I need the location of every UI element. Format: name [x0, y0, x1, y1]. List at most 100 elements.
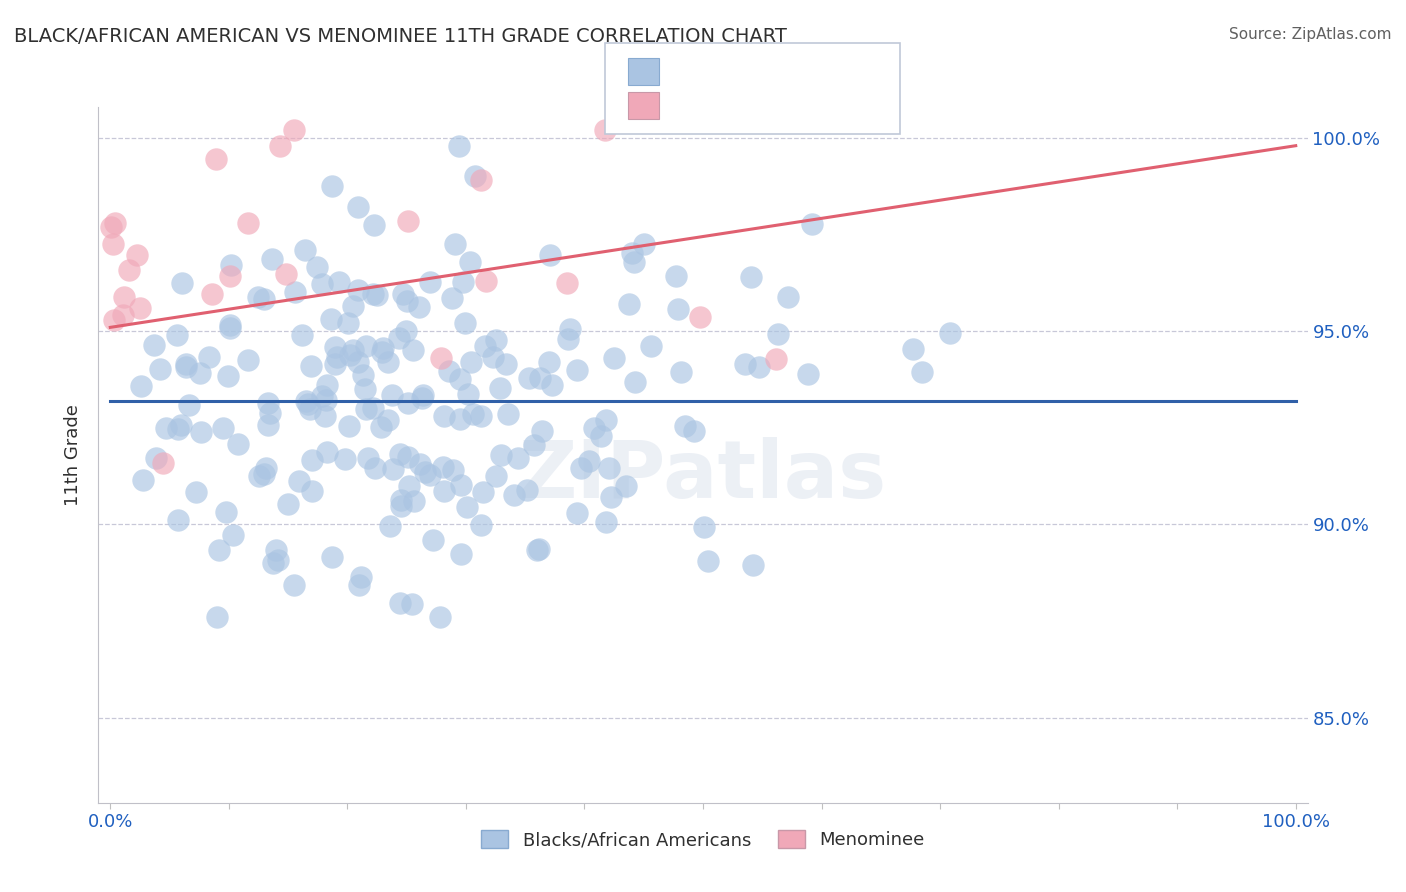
Point — [259, 406, 281, 420]
Point — [103, 313, 125, 327]
Point — [565, 506, 588, 520]
Point — [354, 402, 377, 417]
Point — [319, 311, 342, 326]
Point — [287, 475, 309, 489]
Point — [429, 609, 451, 624]
Point — [603, 351, 626, 365]
Point — [797, 367, 820, 381]
Point — [443, 237, 465, 252]
Point — [450, 478, 472, 492]
Point — [458, 255, 481, 269]
Point — [198, 350, 221, 364]
Point — [381, 462, 404, 476]
Point — [693, 520, 716, 534]
Point — [346, 355, 368, 369]
Point — [297, 397, 319, 411]
Point — [432, 459, 454, 474]
Point — [167, 422, 190, 436]
Point — [433, 409, 456, 424]
Point — [560, 322, 582, 336]
Point — [190, 425, 212, 439]
Point — [571, 460, 593, 475]
Point — [395, 324, 418, 338]
Point — [277, 497, 299, 511]
Point — [269, 139, 291, 153]
Point — [321, 550, 343, 565]
Point — [450, 547, 472, 561]
Point — [299, 401, 322, 416]
Text: 0.345: 0.345 — [716, 96, 770, 114]
Point — [411, 391, 433, 405]
Point — [538, 248, 561, 262]
Point — [208, 543, 231, 558]
Point — [257, 417, 280, 432]
Point — [457, 387, 479, 401]
Point — [475, 274, 498, 288]
Point — [284, 285, 307, 299]
Point — [354, 339, 377, 353]
Point — [112, 290, 135, 304]
Point — [538, 355, 561, 369]
Text: R =: R = — [671, 96, 703, 114]
Point — [370, 420, 392, 434]
Point — [294, 244, 316, 258]
Point — [449, 412, 471, 426]
Point — [315, 392, 337, 407]
Point — [398, 479, 420, 493]
Point — [111, 309, 134, 323]
Point — [640, 339, 662, 353]
Text: 25: 25 — [825, 96, 849, 114]
Point — [236, 216, 259, 230]
Point — [508, 450, 530, 465]
Point — [342, 343, 364, 357]
Point — [689, 310, 711, 325]
Point — [381, 388, 404, 402]
Point — [218, 318, 240, 333]
Point — [449, 372, 471, 386]
Point — [430, 351, 453, 365]
Point — [388, 331, 411, 345]
Point — [371, 341, 394, 355]
Point — [361, 401, 384, 415]
Point — [464, 169, 486, 183]
Point — [371, 345, 394, 359]
Point — [364, 461, 387, 475]
Text: N =: N = — [786, 62, 820, 80]
Point — [413, 465, 436, 479]
Point — [314, 409, 336, 424]
Point — [412, 387, 434, 401]
Point — [363, 218, 385, 232]
Point — [527, 542, 550, 557]
Point — [118, 263, 141, 277]
Point — [104, 216, 127, 230]
Point — [595, 413, 617, 427]
Point — [204, 152, 226, 166]
Point — [357, 450, 380, 465]
Text: Source: ZipAtlas.com: Source: ZipAtlas.com — [1229, 27, 1392, 42]
Point — [262, 556, 284, 570]
Point — [347, 283, 370, 297]
Point — [447, 138, 470, 153]
Point — [170, 418, 193, 433]
Point — [396, 395, 419, 409]
Point — [155, 421, 177, 435]
Point — [776, 290, 799, 304]
Point — [396, 450, 419, 464]
Point — [267, 553, 290, 567]
Point — [495, 357, 517, 371]
Text: BLACK/AFRICAN AMERICAN VS MENOMINEE 11TH GRADE CORRELATION CHART: BLACK/AFRICAN AMERICAN VS MENOMINEE 11TH… — [14, 27, 787, 45]
Point — [531, 424, 554, 438]
Point — [101, 237, 124, 252]
Point — [470, 172, 492, 186]
Legend: Blacks/African Americans, Menominee: Blacks/African Americans, Menominee — [474, 823, 932, 856]
Point — [391, 287, 413, 301]
Point — [901, 342, 924, 356]
Point — [624, 376, 647, 390]
Point — [748, 359, 770, 374]
Text: ZIPatlas: ZIPatlas — [519, 437, 887, 515]
Point — [481, 351, 503, 365]
Point — [143, 338, 166, 352]
Point — [129, 379, 152, 393]
Point — [616, 478, 638, 492]
Text: N =: N = — [786, 96, 820, 114]
